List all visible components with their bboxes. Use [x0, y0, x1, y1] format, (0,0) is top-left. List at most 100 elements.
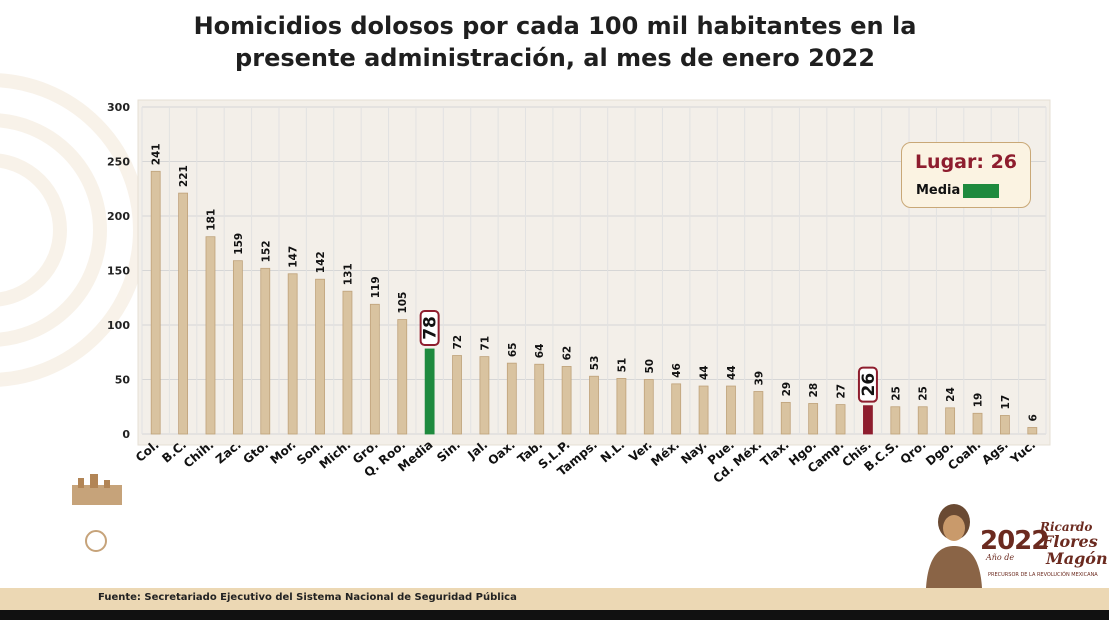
- bar-13: [479, 356, 490, 435]
- value-label: 152: [260, 240, 272, 262]
- bar-14: [506, 362, 517, 435]
- x-tick-label: Ags.: [979, 438, 1011, 468]
- value-label: 71: [479, 336, 491, 351]
- value-label: 119: [370, 276, 382, 298]
- x-tick-label: Sin.: [434, 438, 463, 465]
- value-label: 147: [288, 246, 300, 268]
- value-label: 159: [233, 233, 245, 255]
- bar-8: [342, 290, 353, 435]
- footer-band: [0, 588, 1109, 610]
- bar-32: [1000, 415, 1010, 435]
- source-note: Fuente: Secretariado Ejecutivo del Siste…: [98, 592, 517, 603]
- value-label: 131: [342, 263, 354, 285]
- value-label: 105: [397, 292, 409, 314]
- value-label: 50: [644, 359, 656, 374]
- x-tick-label: Qro.: [898, 438, 929, 467]
- bar-1: [150, 170, 161, 435]
- chart-title-line2: presente administración, al mes de enero…: [235, 44, 875, 72]
- value-label: 25: [918, 386, 930, 401]
- value-label: 142: [315, 251, 327, 273]
- x-tick-label: Nay.: [678, 438, 709, 467]
- x-tick-label: Méx.: [648, 438, 682, 470]
- legend-box: Lugar: 26 Media: [901, 142, 1031, 208]
- bar-10: [397, 319, 408, 435]
- bar-23: [753, 391, 764, 435]
- legend-mean-label: Media: [916, 183, 961, 198]
- bar-18: [616, 378, 627, 435]
- value-label: 62: [562, 346, 574, 361]
- bar-21: [698, 385, 709, 435]
- bar-31: [972, 412, 983, 435]
- bar-22: [726, 385, 736, 435]
- brand-year-subtitle: Año de: [986, 553, 1015, 562]
- y-tick-label: 200: [107, 210, 130, 223]
- x-tick-label: Chih.: [181, 438, 216, 471]
- brand-tagline: PRECURSOR DE LA REVOLUCIÓN MEXICANA: [988, 572, 1098, 578]
- bar-19: [643, 379, 654, 435]
- bar-28: [890, 406, 901, 435]
- legend-mean-row: Media: [916, 183, 1000, 198]
- value-label: 28: [808, 383, 820, 398]
- y-tick-label: 0: [122, 428, 130, 441]
- portrait-illustration: [926, 504, 982, 588]
- footer-line: [0, 610, 1109, 620]
- value-label: 25: [890, 386, 902, 401]
- bar-24: [780, 401, 791, 435]
- brand-year: 2022: [980, 526, 1049, 556]
- bar-16: [561, 366, 572, 435]
- brand-name-first: Ricardo: [1040, 520, 1093, 534]
- bar-7: [315, 278, 325, 435]
- brand-name-second: Flores: [1042, 532, 1098, 551]
- value-label: 19: [973, 393, 985, 408]
- brand-name-third: Magón: [1046, 549, 1108, 568]
- value-label: 65: [507, 343, 519, 358]
- value-label-box: [419, 309, 440, 346]
- bar-12: [452, 355, 462, 435]
- x-tick-label: Col.: [133, 438, 162, 465]
- y-tick-label: 300: [107, 101, 130, 114]
- x-tick-label: Mor.: [267, 438, 298, 467]
- value-label: 241: [151, 143, 163, 165]
- y-tick-label: 100: [107, 319, 130, 332]
- value-label: 44: [699, 365, 711, 380]
- value-label: 26: [859, 373, 879, 397]
- value-label: 78: [421, 316, 441, 340]
- value-label: 24: [945, 387, 957, 402]
- value-label: 64: [534, 344, 546, 359]
- x-tick-label: Yuc.: [1007, 438, 1038, 467]
- value-label: 46: [671, 363, 683, 378]
- value-label: 6: [1027, 414, 1039, 421]
- bar-4: [232, 260, 243, 435]
- value-label: 72: [452, 335, 464, 350]
- value-label: 51: [616, 358, 628, 373]
- value-label: 53: [589, 356, 601, 371]
- bar-17: [589, 375, 599, 435]
- legend-rank-label: Lugar: 26: [914, 151, 1018, 173]
- bar-2: [178, 192, 188, 435]
- y-tick-label: 50: [115, 374, 131, 387]
- bar-6: [287, 273, 298, 435]
- bar-20: [671, 383, 682, 435]
- x-tick-label: Mich.: [317, 438, 354, 472]
- bar-25: [808, 403, 819, 435]
- bar-11: [424, 348, 435, 435]
- bar-30: [945, 407, 956, 435]
- bar-15: [534, 363, 545, 435]
- bar-27: [863, 405, 873, 435]
- bar-26: [835, 404, 846, 435]
- bar-33: [1027, 427, 1038, 435]
- bar-9: [369, 303, 380, 435]
- x-tick-label: Oax.: [485, 438, 517, 468]
- y-tick-label: 250: [107, 156, 130, 169]
- x-tick-label: Gto.: [240, 438, 271, 467]
- value-label: 221: [178, 165, 190, 187]
- x-tick-label: Tlax.: [758, 438, 792, 470]
- y-tick-label: 150: [107, 265, 130, 278]
- bar-3: [205, 236, 216, 435]
- chart-title-line1: Homicidios dolosos por cada 100 mil habi…: [193, 12, 917, 40]
- x-tick-label: N.L.: [598, 438, 628, 466]
- value-label: 181: [205, 209, 217, 231]
- value-label-box: [857, 366, 878, 403]
- value-label: 29: [781, 382, 793, 397]
